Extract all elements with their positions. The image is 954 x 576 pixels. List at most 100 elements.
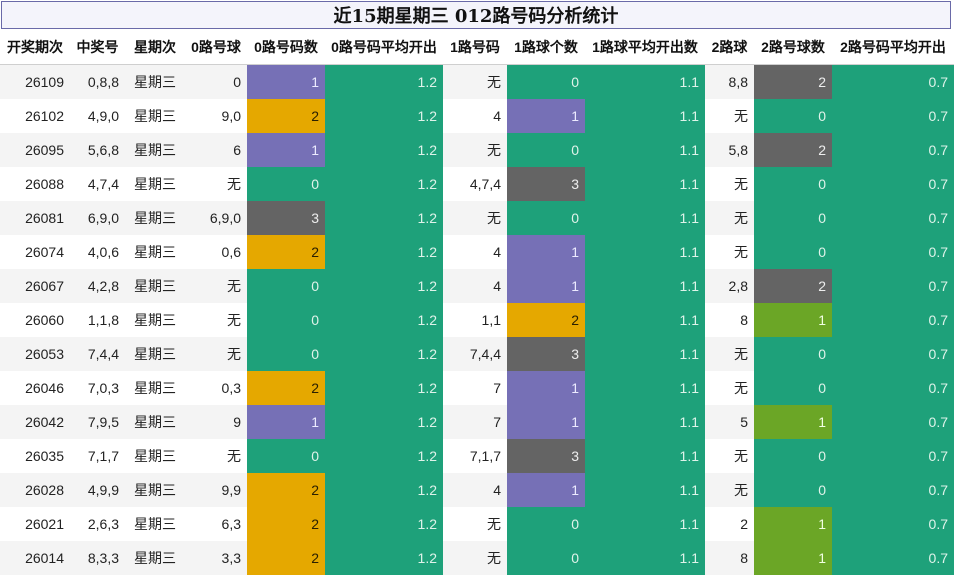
cell-route0-count: 1 [247, 64, 325, 99]
cell-route1-count: 3 [507, 336, 585, 371]
cell-route0-avg: 1.2 [325, 64, 443, 99]
page-title: 近15期星期三 012路号码分析统计 [1, 1, 951, 29]
cell-route2-count: 0 [754, 472, 832, 507]
cell-route0-count: 1 [247, 404, 325, 439]
cell-week: 星期三 [125, 64, 185, 99]
cell-route2-count: 0 [754, 166, 832, 201]
cell-issue: 26035 [0, 438, 70, 473]
cell-route2-avg: 0.7 [832, 472, 954, 507]
cell-route2-avg: 0.7 [832, 166, 954, 201]
cell-route1-avg: 1.1 [585, 302, 705, 337]
cell-route0-count: 3 [247, 200, 325, 235]
cell-route0-balls: 0,3 [185, 370, 247, 405]
cell-route1-count: 1 [507, 370, 585, 405]
cell-route0-count: 0 [247, 268, 325, 303]
cell-issue: 26053 [0, 336, 70, 371]
cell-route1-balls: 4 [443, 472, 507, 507]
cell-route1-count: 1 [507, 234, 585, 269]
cell-route0-avg: 1.2 [325, 98, 443, 133]
table-row: 26102 4,9,0 星期三 9,0 2 1.2 4 1 1.1 无 0 0.7 [0, 98, 954, 133]
cell-route2-balls: 2,8 [705, 268, 754, 303]
cell-route2-count: 1 [754, 540, 832, 575]
cell-route1-avg: 1.1 [585, 268, 705, 303]
cell-week: 星期三 [125, 132, 185, 167]
header-route0-balls: 0路号球 [185, 30, 247, 65]
cell-route2-count: 2 [754, 268, 832, 303]
cell-route2-balls: 2 [705, 506, 754, 541]
cell-route1-balls: 4 [443, 98, 507, 133]
cell-week: 星期三 [125, 506, 185, 541]
table-row: 26060 1,1,8 星期三无 0 1.2 1,1 2 1.1 8 1 0.7 [0, 302, 954, 337]
table-row: 26028 4,9,9 星期三 9,9 2 1.2 4 1 1.1 无 0 0.7 [0, 472, 954, 507]
cell-issue: 26102 [0, 98, 70, 133]
cell-route2-balls: 8 [705, 540, 754, 575]
cell-route0-count: 2 [247, 540, 325, 575]
cell-route0-balls: 9,0 [185, 98, 247, 133]
cell-issue: 26014 [0, 540, 70, 575]
cell-draw: 4,7,4 [70, 166, 125, 201]
cell-route0-balls: 无 [185, 336, 247, 371]
cell-route0-balls: 0,6 [185, 234, 247, 269]
cell-route1-balls: 无 [443, 132, 507, 167]
cell-route0-count: 0 [247, 302, 325, 337]
header-route0-count: 0路号码数 [247, 30, 325, 65]
cell-route0-avg: 1.2 [325, 234, 443, 269]
table-row: 26067 4,2,8 星期三无 0 1.2 4 1 1.1 2,8 2 0.7 [0, 268, 954, 303]
cell-route1-count: 3 [507, 438, 585, 473]
cell-route1-avg: 1.1 [585, 540, 705, 575]
cell-route2-count: 2 [754, 132, 832, 167]
cell-draw: 6,9,0 [70, 200, 125, 235]
cell-route1-count: 0 [507, 540, 585, 575]
cell-issue: 26028 [0, 472, 70, 507]
cell-week: 星期三 [125, 200, 185, 235]
cell-route0-balls: 无 [185, 268, 247, 303]
cell-route2-balls: 8 [705, 302, 754, 337]
cell-route2-avg: 0.7 [832, 506, 954, 541]
cell-route2-avg: 0.7 [832, 98, 954, 133]
cell-route0-balls: 0 [185, 64, 247, 99]
cell-route1-balls: 无 [443, 64, 507, 99]
cell-route0-avg: 1.2 [325, 404, 443, 439]
cell-route1-balls: 7,4,4 [443, 336, 507, 371]
cell-route1-count: 0 [507, 200, 585, 235]
cell-route2-count: 1 [754, 506, 832, 541]
cell-route1-count: 0 [507, 506, 585, 541]
cell-week: 星期三 [125, 302, 185, 337]
cell-route2-balls: 无 [705, 472, 754, 507]
cell-week: 星期三 [125, 336, 185, 371]
cell-issue: 26095 [0, 132, 70, 167]
cell-route2-avg: 0.7 [832, 540, 954, 575]
cell-route2-avg: 0.7 [832, 64, 954, 99]
cell-route0-count: 2 [247, 98, 325, 133]
cell-route1-avg: 1.1 [585, 506, 705, 541]
cell-route0-balls: 无 [185, 302, 247, 337]
stats-table: 开奖期次 中奖号 星期次 0路号球 0路号码数 0路号码平均开出 1路号码 1路… [0, 30, 954, 575]
cell-draw: 7,9,5 [70, 404, 125, 439]
cell-route2-balls: 5,8 [705, 132, 754, 167]
cell-route0-count: 0 [247, 438, 325, 473]
cell-route1-avg: 1.1 [585, 404, 705, 439]
cell-draw: 7,1,7 [70, 438, 125, 473]
cell-route1-balls: 1,1 [443, 302, 507, 337]
cell-route0-count: 0 [247, 166, 325, 201]
cell-issue: 26081 [0, 200, 70, 235]
cell-route1-count: 1 [507, 404, 585, 439]
table-row: 26088 4,7,4 星期三无 0 1.2 4,7,4 3 1.1 无 0 0.7 [0, 166, 954, 201]
table-row: 26046 7,0,3 星期三 0,3 2 1.2 7 1 1.1 无 0 0.7 [0, 370, 954, 405]
table-row: 26095 5,6,8 星期三 6 1 1.2 无 0 1.1 5,8 2 0.7 [0, 132, 954, 167]
header-route1-count: 1路球个数 [507, 30, 585, 65]
cell-route2-avg: 0.7 [832, 268, 954, 303]
cell-route1-count: 0 [507, 64, 585, 99]
cell-route1-balls: 无 [443, 506, 507, 541]
cell-draw: 5,6,8 [70, 132, 125, 167]
cell-route1-balls: 7 [443, 370, 507, 405]
cell-route2-avg: 0.7 [832, 336, 954, 371]
cell-route2-count: 0 [754, 336, 832, 371]
cell-route1-avg: 1.1 [585, 234, 705, 269]
cell-route1-avg: 1.1 [585, 336, 705, 371]
cell-route2-avg: 0.7 [832, 370, 954, 405]
cell-route1-count: 2 [507, 302, 585, 337]
cell-route2-avg: 0.7 [832, 438, 954, 473]
cell-route1-avg: 1.1 [585, 166, 705, 201]
